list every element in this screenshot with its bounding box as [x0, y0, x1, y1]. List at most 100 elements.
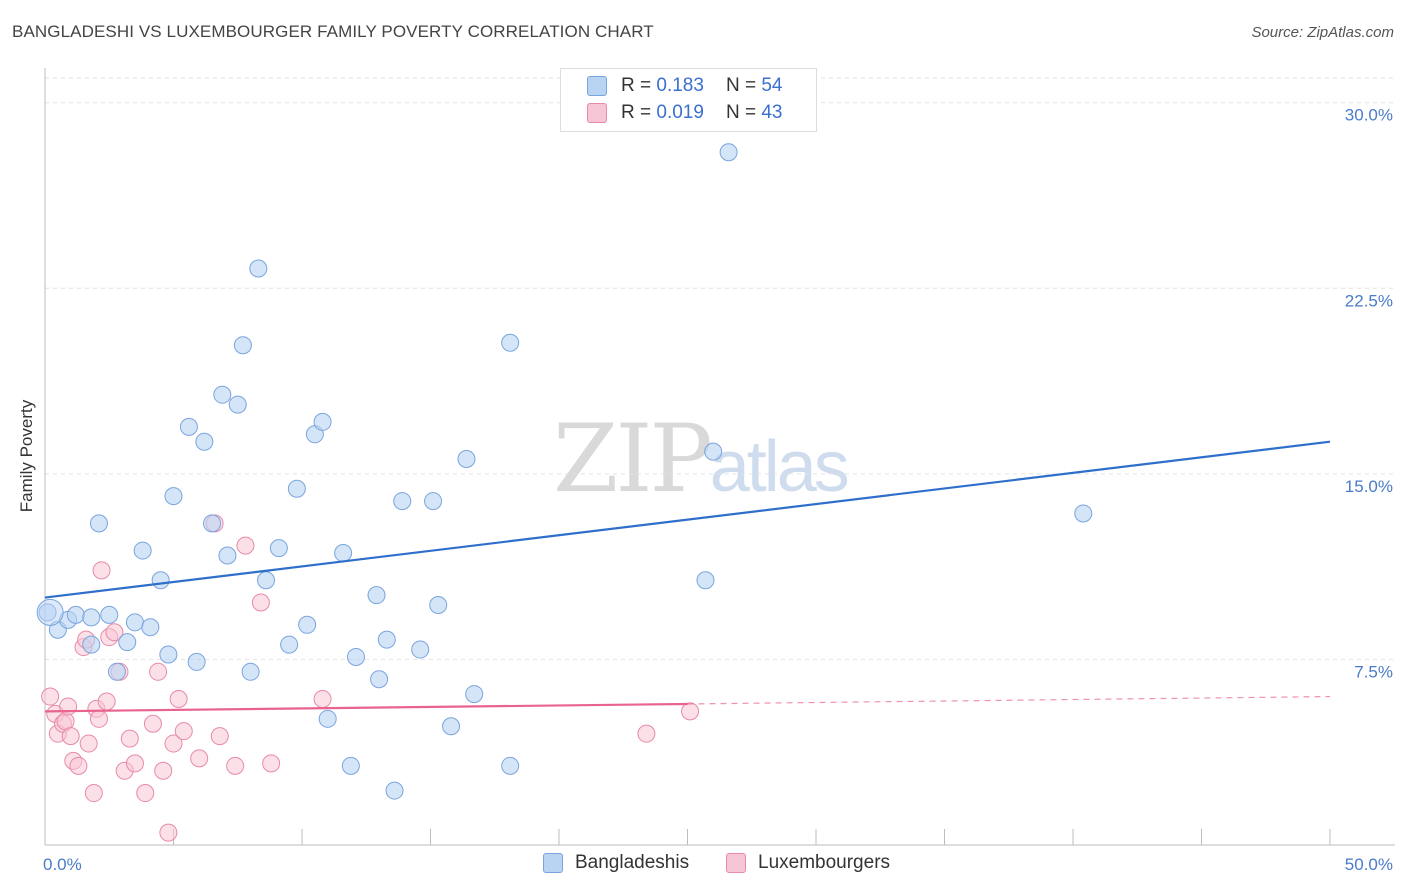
bangladeshi-point: [287, 479, 306, 498]
bangladeshi-point: [100, 605, 119, 624]
bangladeshi-point: [719, 143, 738, 162]
bangladeshi-point: [89, 514, 108, 533]
luxembourger-point: [154, 761, 173, 780]
watermark-zip: ZIP: [553, 405, 713, 514]
luxembourger-point: [159, 823, 178, 842]
luxembourger-point: [79, 734, 98, 753]
bangladeshi-point: [269, 539, 288, 558]
luxembourger-point: [149, 662, 168, 681]
bangladeshi-point: [367, 586, 386, 605]
luxembourger-point: [41, 687, 60, 706]
bangladeshi-point: [257, 571, 276, 590]
luxembourger-point: [210, 727, 229, 746]
bangladeshi-point: [241, 662, 260, 681]
bangladeshi-point: [233, 336, 252, 355]
bangladeshi-point: [393, 492, 412, 511]
series-legend: Bangladeshis Luxembourgers: [0, 852, 1406, 878]
y-tick-label: 22.5%: [1345, 291, 1393, 310]
legend-label-bangladeshis: Bangladeshis: [575, 852, 690, 873]
legend-r-label: R =: [621, 102, 652, 123]
bangladeshi-point: [457, 450, 476, 469]
luxembourger-point: [69, 756, 88, 775]
bangladeshi-point: [82, 608, 101, 627]
watermark-atlas: atlas: [709, 427, 850, 507]
bangladeshi-point: [107, 662, 126, 681]
bangladeshi-point: [704, 442, 723, 461]
luxembourger-point: [169, 690, 188, 709]
luxembourger-point: [262, 754, 281, 773]
luxembourger-point: [97, 692, 116, 711]
luxembourger-point: [120, 729, 139, 748]
legend-n-label: N =: [725, 102, 757, 123]
legend-label-luxembourgers: Luxembourgers: [758, 852, 891, 873]
bangladeshi-point: [159, 645, 178, 664]
legend-swatch-pink: [587, 103, 607, 123]
y-tick-label: 15.0%: [1345, 477, 1393, 496]
bangladeshi-point: [346, 647, 365, 666]
bangladeshi-point: [195, 432, 214, 451]
bangladeshi-point: [341, 756, 360, 775]
bangladeshi-point: [179, 417, 198, 436]
legend-item-luxembourgers[interactable]: Luxembourgers: [726, 852, 890, 874]
bangladeshi-point: [141, 618, 160, 637]
watermark: ZIPatlas: [553, 405, 850, 514]
bangladeshi-point: [1074, 504, 1093, 523]
luxembourger-point: [251, 593, 270, 612]
luxembourger-point: [61, 727, 80, 746]
bangladeshi-point: [82, 635, 101, 654]
luxembourger-point: [84, 784, 103, 803]
bangladeshi-point: [411, 640, 430, 659]
bangladeshi-point: [151, 571, 170, 590]
legend-swatch-blue: [543, 853, 563, 873]
luxembourger-point: [313, 690, 332, 709]
bangladeshi-point: [213, 385, 232, 404]
bangladeshi-trend-line: [44, 440, 1331, 599]
luxembourger-point: [59, 697, 78, 716]
bangladeshi-point: [442, 717, 461, 736]
bangladeshi-point-large: [36, 598, 64, 626]
bangladeshi-point: [465, 685, 484, 704]
luxembourger-point: [190, 749, 209, 768]
luxembourger-point: [637, 724, 656, 743]
legend-r-value: 0.183: [656, 75, 704, 96]
luxembourger-point: [236, 536, 255, 555]
legend-swatch-blue: [587, 76, 607, 96]
legend-r-label: R =: [621, 75, 652, 96]
bangladeshi-point: [298, 615, 317, 634]
legend-row-luxembourgers: R = 0.019 N = 43: [587, 100, 782, 126]
bangladeshi-point: [318, 709, 337, 728]
luxembourger-trend-line: [44, 702, 688, 713]
bangladeshi-point: [125, 613, 144, 632]
chart-title: BANGLADESHI VS LUXEMBOURGER FAMILY POVER…: [12, 22, 654, 41]
bangladeshi-point: [228, 395, 247, 414]
bangladeshi-point: [313, 412, 332, 431]
bangladeshi-point: [377, 630, 396, 649]
source-label: Source: ZipAtlas.com: [1251, 24, 1394, 41]
bangladeshi-point: [187, 652, 206, 671]
bangladeshi-point: [164, 487, 183, 506]
bangladeshi-point: [218, 546, 237, 565]
legend-n-label: N =: [725, 75, 757, 96]
bangladeshi-point: [203, 514, 222, 533]
bangladeshi-point: [501, 333, 520, 352]
luxembourger-point: [89, 709, 108, 728]
luxembourger-point: [92, 561, 111, 580]
legend-row-bangladeshis: R = 0.183 N = 54: [587, 73, 782, 99]
bangladeshi-point: [501, 756, 520, 775]
legend-n-value: 43: [761, 102, 783, 123]
luxembourger-point: [125, 754, 144, 773]
x-tick-label: 50.0%: [1345, 855, 1393, 874]
legend-item-bangladeshis[interactable]: Bangladeshis: [543, 852, 689, 874]
y-tick-label: 30.0%: [1345, 106, 1393, 125]
luxembourger-trend-extension: [687, 695, 1331, 705]
luxembourger-point: [681, 702, 700, 721]
bangladeshi-point: [334, 544, 353, 563]
bangladeshi-point: [424, 492, 443, 511]
bangladeshi-point: [249, 259, 268, 278]
bangladeshi-point: [385, 781, 404, 800]
bangladeshi-point: [696, 571, 715, 590]
luxembourger-point: [105, 623, 124, 642]
legend-r-value: 0.019: [656, 102, 704, 123]
bangladeshi-point: [118, 633, 137, 652]
